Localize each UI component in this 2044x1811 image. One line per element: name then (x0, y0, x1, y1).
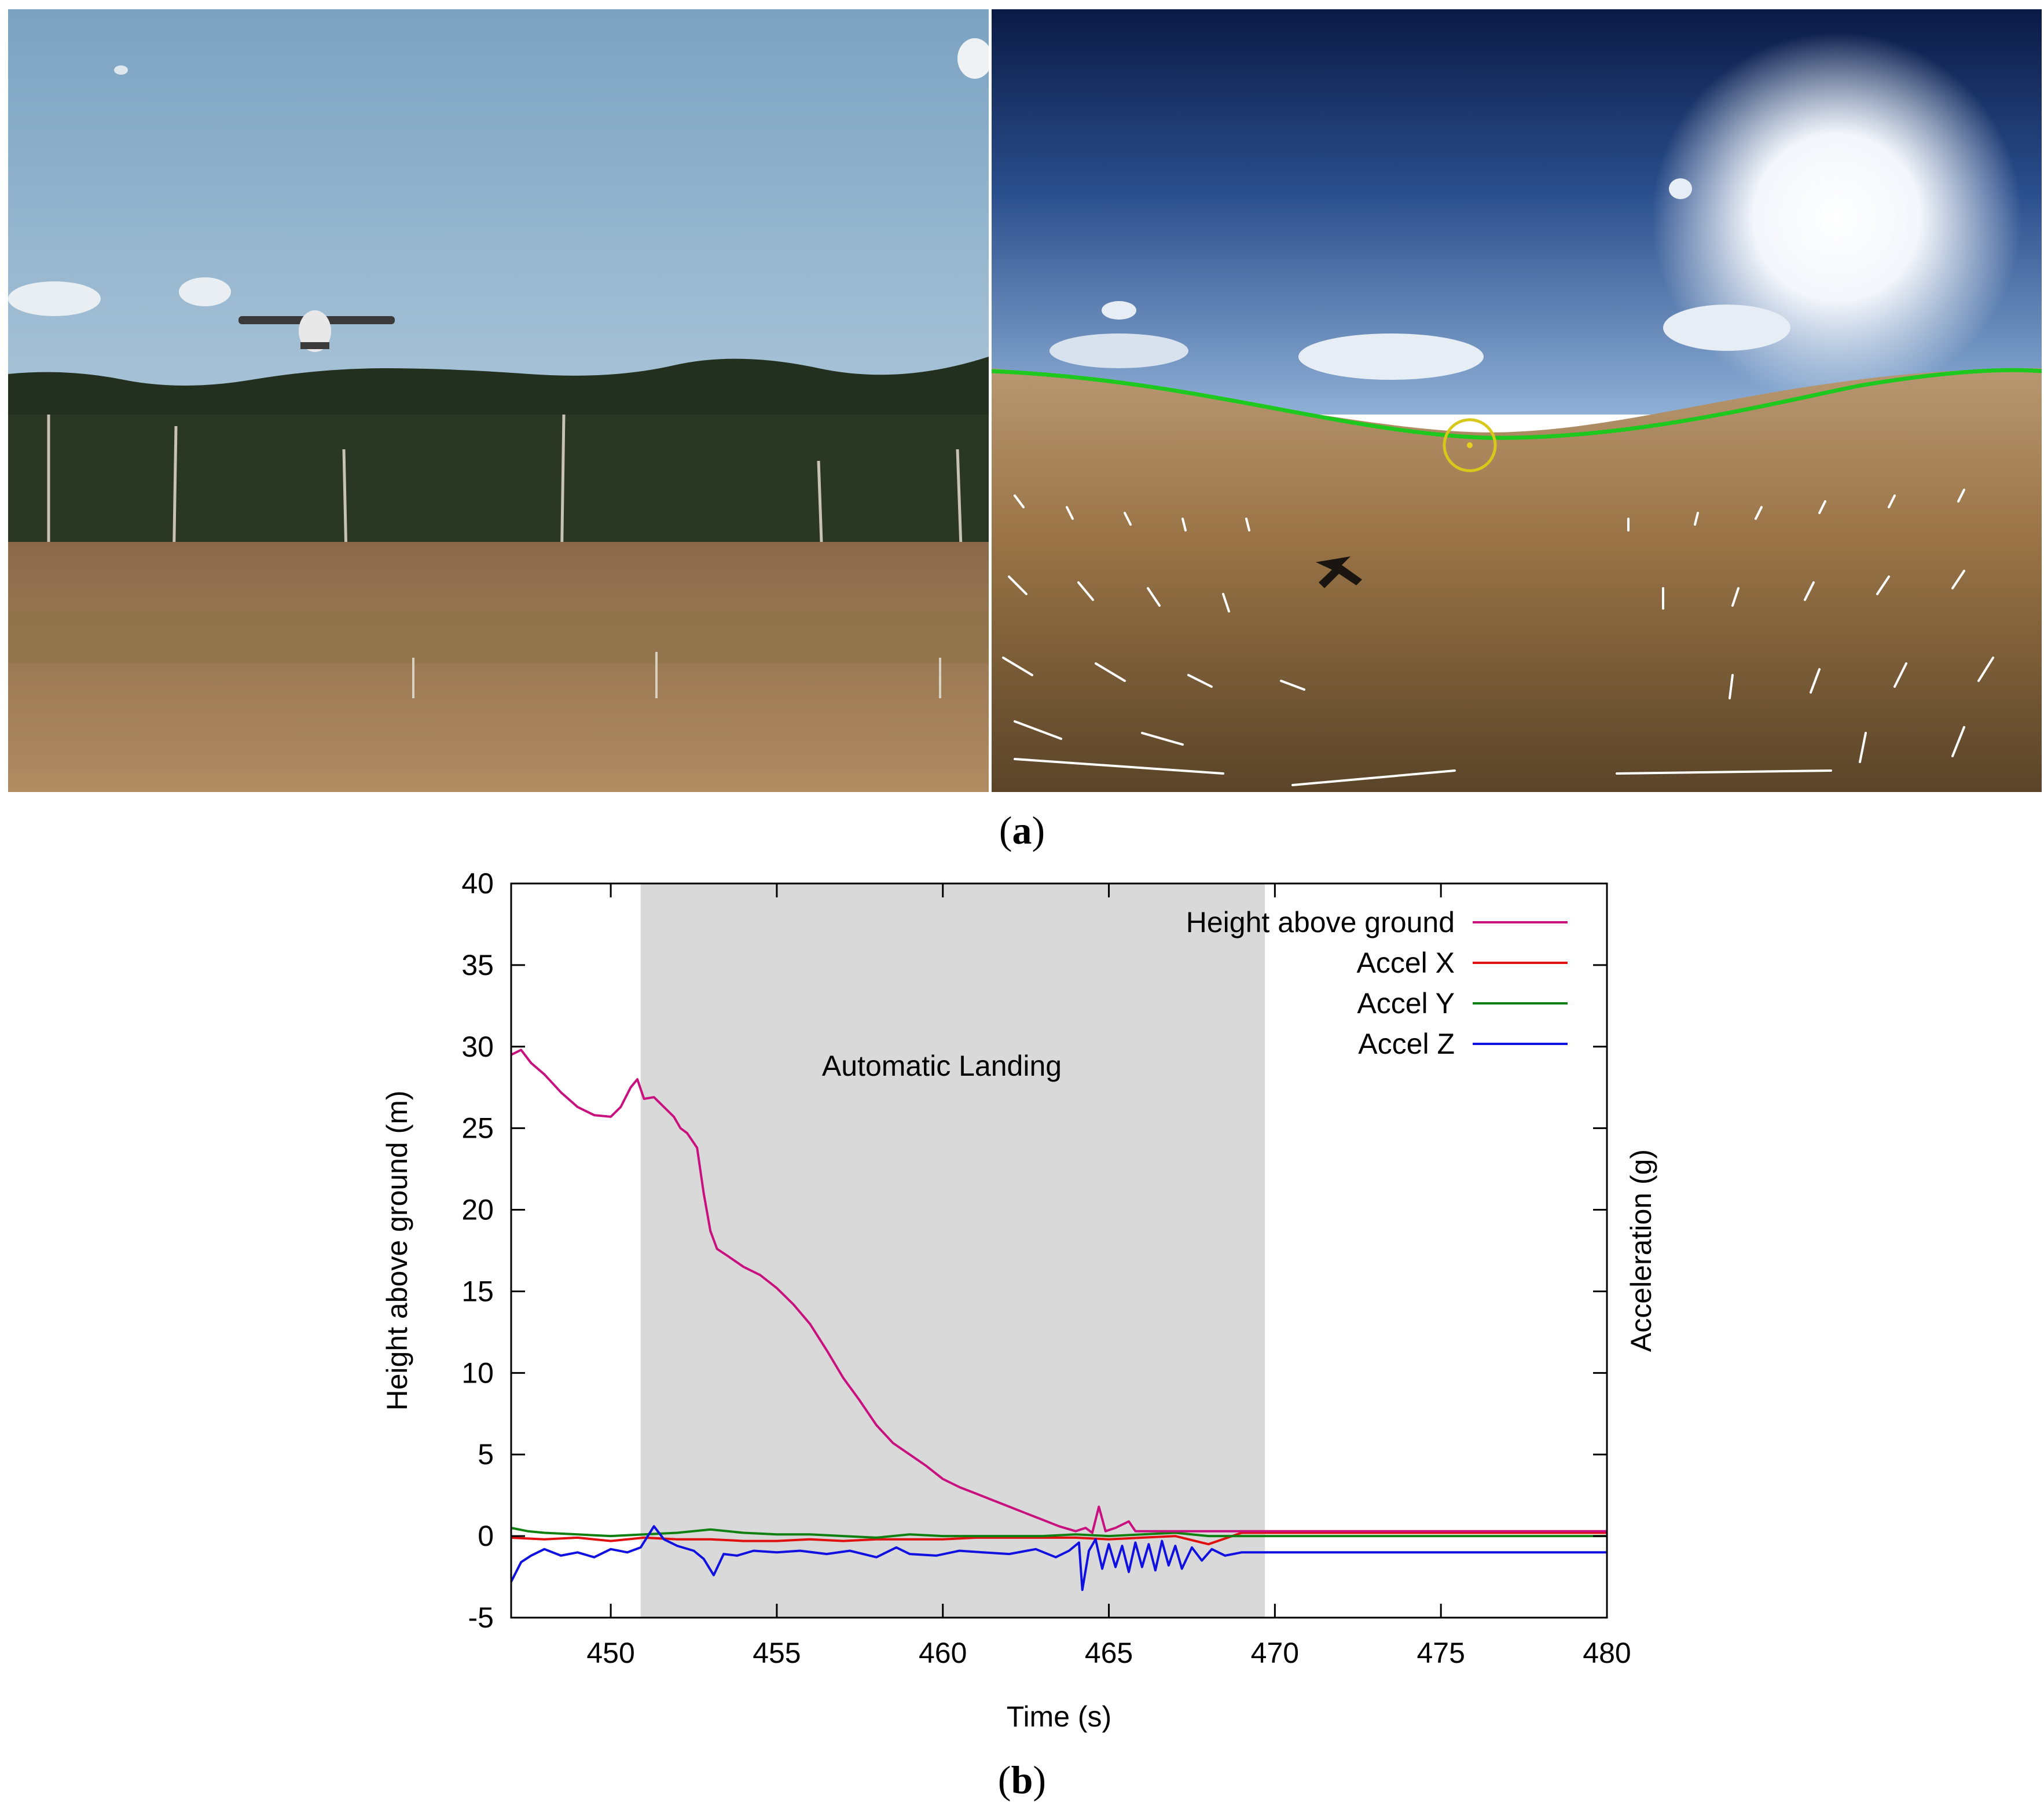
x-tick-label: 470 (1251, 1637, 1299, 1669)
annotation-automatic-landing: Automatic Landing (822, 1050, 1062, 1082)
x-tick-label: 460 (919, 1637, 967, 1669)
y-tick-label: 20 (461, 1194, 494, 1226)
x-tick-label: 455 (753, 1637, 801, 1669)
aircraft-icon (238, 310, 395, 352)
horizon-line (992, 368, 2042, 440)
panel-label-b: (b) (997, 1758, 1047, 1802)
ground-view-photo (8, 9, 989, 792)
x-tick-label: 450 (586, 1637, 634, 1669)
y-axis-label: Height above ground (m) (381, 1090, 413, 1410)
x-tick-label: 475 (1417, 1637, 1465, 1669)
height-acceleration-chart: Automatic Landing -5 0 5 10 15 20 25 30 35 40 450 4… (381, 867, 1657, 1733)
legend-label: Accel Z (1358, 1028, 1455, 1060)
legend-label: Accel X (1356, 947, 1455, 979)
series-line-accel-z (510, 1525, 1607, 1592)
legend-label: Height above ground (1186, 906, 1455, 939)
y-tick-label: 10 (461, 1357, 494, 1389)
plot-frame (510, 882, 1608, 1619)
onboard-camera-photo (992, 9, 2042, 792)
series-layer (510, 1049, 1607, 1592)
series-line-accel-y (511, 1527, 1607, 1539)
y-tick-label: -5 (468, 1601, 494, 1634)
automatic-landing-region (640, 883, 1265, 1618)
y-tick-label: 35 (461, 949, 494, 981)
legend-label: Accel Y (1357, 987, 1455, 1020)
y-tick-label: 15 (461, 1275, 494, 1307)
y-tick-label: 0 (478, 1520, 494, 1552)
y2-axis-label: Acceleration (g) (1625, 1149, 1657, 1352)
y-tick-label: 5 (478, 1438, 494, 1471)
target-circle (1443, 418, 1497, 472)
legend: Height above ground Accel X Accel Y Accel Z (1186, 906, 1568, 1060)
x-tick-label: 480 (1583, 1637, 1631, 1669)
series-line-height-above-ground (511, 1049, 1607, 1534)
y-tick-label: 25 (461, 1112, 494, 1145)
axis-ticks: -5 0 5 10 15 20 25 30 35 40 450 455 460 465 470 475 480 (461, 867, 1631, 1669)
panel-label-a: (a) (999, 808, 1045, 852)
y-tick-label: 40 (461, 867, 494, 900)
aircraft-shadow-icon (1316, 556, 1362, 588)
x-tick-label: 465 (1085, 1637, 1133, 1669)
y-tick-label: 30 (461, 1031, 494, 1063)
series-line-accel-x (511, 1531, 1607, 1546)
x-axis-label: Time (s) (1007, 1700, 1111, 1733)
